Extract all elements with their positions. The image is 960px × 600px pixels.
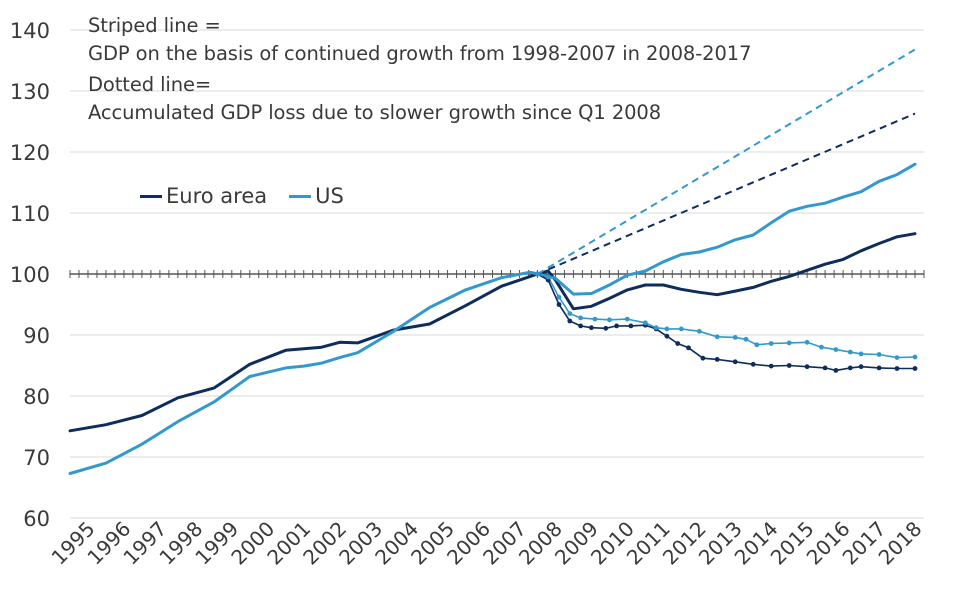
data-point	[804, 339, 810, 345]
data-point	[732, 335, 738, 340]
data-point	[696, 328, 702, 334]
data-point	[858, 351, 864, 357]
data-point	[578, 315, 583, 321]
data-point	[714, 334, 720, 340]
data-point	[786, 363, 792, 368]
data-point	[664, 333, 670, 339]
data-point	[822, 365, 828, 371]
data-point	[589, 325, 594, 331]
data-point	[833, 347, 839, 352]
y-tick-label: 130	[10, 80, 50, 104]
y-axis: 60 70 80 90 100 110 120 130 140	[10, 19, 924, 531]
data-point	[750, 361, 756, 367]
y-tick-label: 120	[10, 141, 50, 165]
series-line-us	[68, 162, 917, 475]
data-point	[876, 365, 882, 371]
note-line-2: GDP on the basis of continued growth fro…	[88, 42, 752, 65]
data-point	[603, 325, 609, 331]
data-point	[768, 363, 774, 369]
data-point	[628, 323, 634, 329]
y-tick-label: 140	[10, 19, 50, 43]
series-line-euro-area-trend	[537, 112, 916, 275]
data-point	[754, 342, 760, 348]
data-point	[912, 354, 918, 360]
series-lines	[68, 48, 917, 475]
data-point	[675, 341, 681, 346]
data-point	[768, 341, 774, 346]
data-point	[743, 336, 749, 342]
y-tick-label: 70	[23, 446, 50, 470]
data-point	[714, 357, 720, 362]
note-line-3: Dotted line=	[88, 73, 212, 96]
data-point	[686, 345, 691, 351]
series-line-us-loss	[536, 273, 916, 359]
data-point	[607, 317, 612, 323]
data-point	[624, 316, 630, 322]
data-point	[894, 355, 900, 360]
data-point	[678, 326, 684, 332]
data-point	[912, 366, 918, 371]
data-point	[876, 352, 882, 357]
series-points	[535, 271, 918, 373]
data-point	[819, 344, 824, 350]
data-point	[556, 302, 562, 307]
data-point	[833, 368, 839, 373]
legend-swatch-euro-area	[140, 194, 162, 198]
series-line-euro-area-loss	[536, 273, 916, 372]
y-tick-label: 60	[23, 507, 50, 531]
y-tick-label: 80	[23, 385, 50, 409]
data-point	[858, 364, 864, 370]
data-point	[578, 323, 583, 329]
data-point	[567, 311, 573, 316]
data-point	[653, 325, 659, 331]
data-point	[592, 316, 598, 322]
series-line-us-trend	[536, 48, 916, 275]
x-axis: 1995199619971998199920002001200220032004…	[47, 270, 927, 570]
legend-label-us: US	[315, 184, 344, 208]
data-point	[786, 340, 792, 346]
data-point	[545, 274, 551, 280]
data-point	[700, 355, 706, 361]
data-point	[804, 364, 810, 370]
note-line-4: Accumulated GDP loss due to slower growt…	[88, 101, 662, 124]
data-point	[535, 271, 540, 277]
data-point	[556, 294, 562, 300]
data-point	[567, 318, 573, 324]
legend-label-euro-area: Euro area	[166, 184, 268, 208]
data-point	[847, 349, 853, 355]
series-line-euro-area	[68, 232, 917, 433]
y-tick-label: 90	[23, 324, 50, 348]
data-point	[894, 366, 900, 371]
legend: Euro area US	[140, 184, 366, 208]
y-tick-label: 110	[10, 202, 50, 226]
data-point	[732, 359, 738, 365]
data-point	[664, 326, 670, 332]
legend-swatch-us	[289, 194, 312, 198]
data-point	[614, 323, 619, 329]
data-point	[642, 320, 648, 326]
note-line-1: Striped line =	[88, 14, 221, 37]
data-point	[847, 365, 853, 371]
legend-item-us: US	[289, 184, 344, 208]
legend-item-euro-area: Euro area	[140, 184, 267, 208]
y-tick-label: 100	[10, 263, 50, 287]
